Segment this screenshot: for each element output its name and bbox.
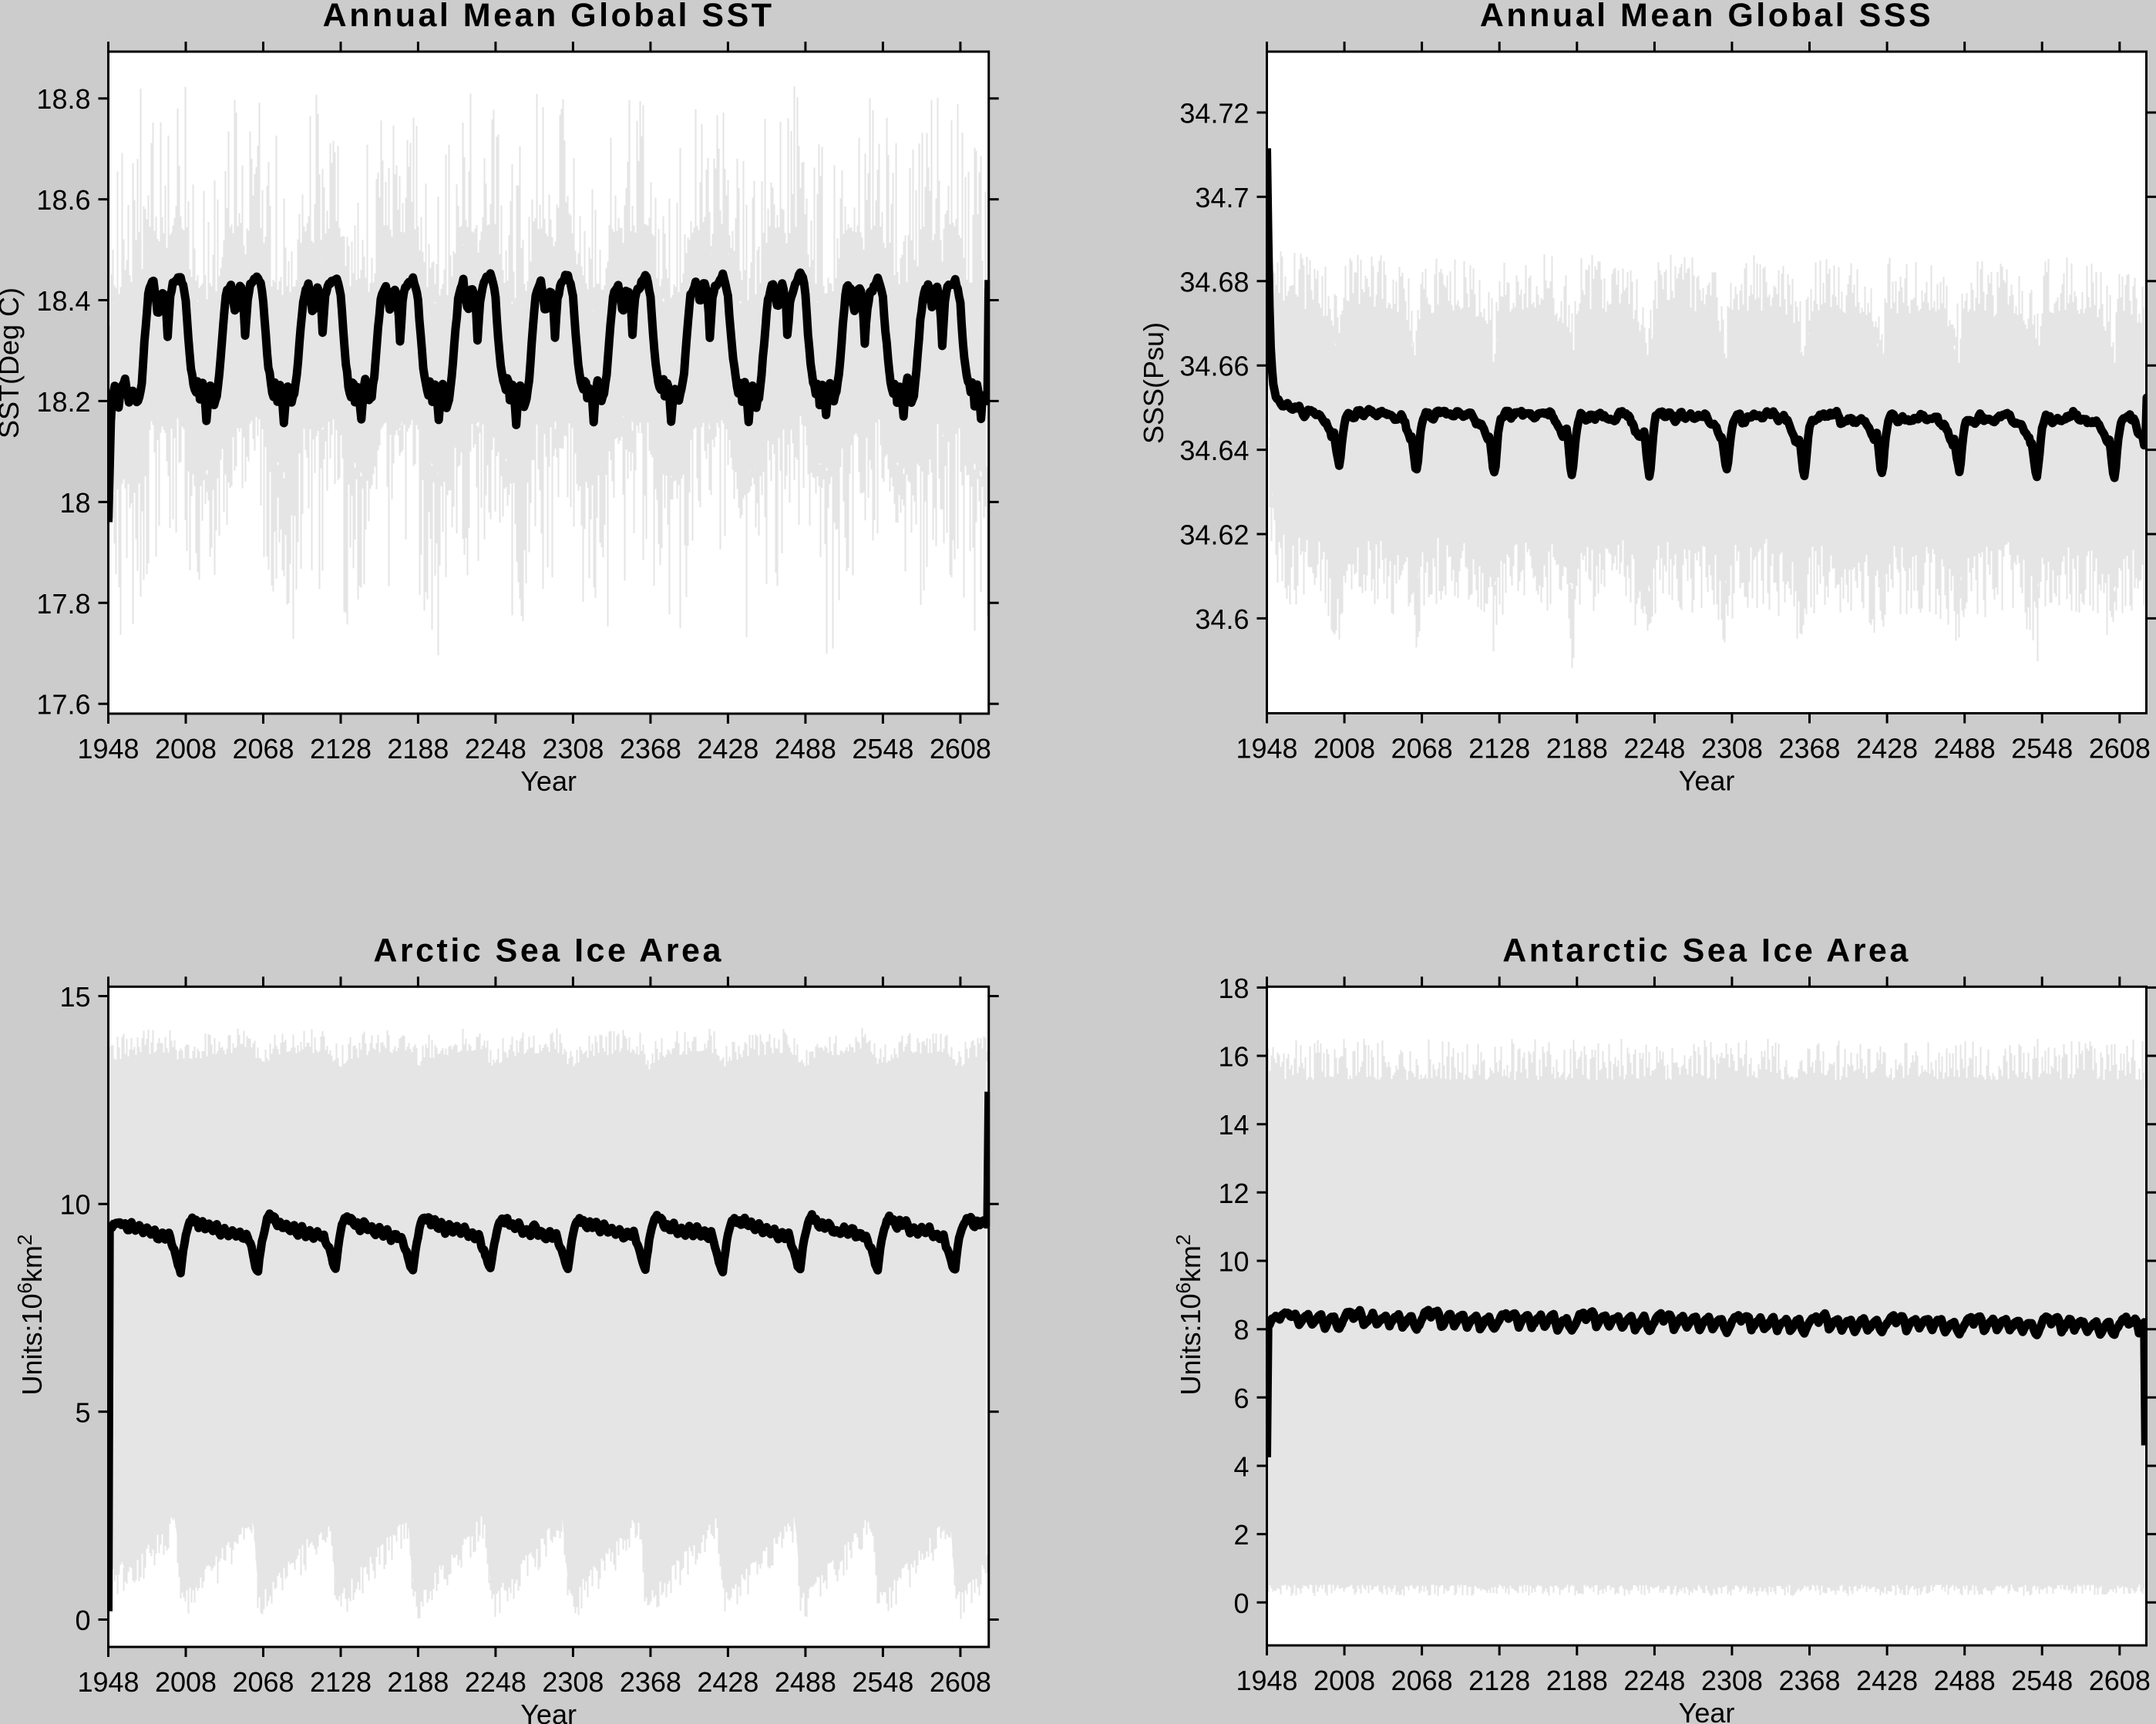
svg-text:8: 8 [1233,1314,1249,1346]
svg-text:2: 2 [1233,1519,1249,1551]
svg-text:2188: 2188 [1546,733,1608,765]
svg-text:1948: 1948 [1236,733,1297,765]
svg-text:Annual Mean Global SSS: Annual Mean Global SSS [1480,0,1933,34]
svg-text:Antarctic Sea Ice Area: Antarctic Sea Ice Area [1502,932,1911,969]
svg-text:2548: 2548 [2011,733,2073,765]
svg-text:2008: 2008 [1313,733,1375,765]
svg-text:4: 4 [1233,1451,1249,1483]
svg-text:17.6: 17.6 [36,689,90,721]
svg-text:0: 0 [1233,1588,1249,1619]
svg-text:16: 16 [1218,1041,1249,1073]
svg-text:2248: 2248 [1623,1665,1685,1696]
svg-text:1948: 1948 [77,733,139,765]
svg-text:18: 18 [1218,973,1249,1004]
svg-text:15: 15 [59,981,90,1013]
svg-text:2008: 2008 [155,733,217,765]
svg-text:18.6: 18.6 [36,184,90,216]
svg-text:2488: 2488 [1934,733,1996,765]
svg-text:2608: 2608 [2089,1665,2151,1696]
svg-text:2248: 2248 [1623,733,1685,765]
svg-text:10: 10 [1218,1246,1249,1278]
svg-text:2608: 2608 [930,733,991,765]
svg-text:18.4: 18.4 [36,285,90,317]
svg-text:5: 5 [75,1396,90,1428]
svg-text:2308: 2308 [1701,733,1763,765]
svg-text:0: 0 [75,1605,90,1636]
svg-text:2068: 2068 [1391,1665,1453,1696]
svg-text:Annual Mean Global SST: Annual Mean Global SST [323,0,775,34]
svg-text:34.72: 34.72 [1179,98,1249,129]
svg-text:Year: Year [1679,1697,1735,1724]
svg-text:6: 6 [1233,1383,1249,1414]
svg-text:2488: 2488 [775,733,836,765]
svg-text:34.62: 34.62 [1179,519,1249,551]
svg-text:Year: Year [520,765,577,797]
svg-text:2068: 2068 [232,1666,294,1698]
svg-text:2368: 2368 [620,1666,681,1698]
svg-text:2128: 2128 [310,1666,372,1698]
svg-text:1948: 1948 [1236,1665,1297,1696]
svg-text:34.6: 34.6 [1195,603,1249,635]
svg-text:2008: 2008 [155,1666,217,1698]
svg-text:2188: 2188 [387,1666,449,1698]
svg-text:Year: Year [520,1699,577,1724]
svg-text:Units:106km2: Units:106km2 [13,1234,48,1395]
svg-text:12: 12 [1218,1178,1249,1209]
svg-text:SST(Deg C): SST(Deg C) [0,287,25,439]
svg-text:SSS(Psu): SSS(Psu) [1138,322,1169,444]
svg-text:2548: 2548 [852,733,913,765]
svg-text:2308: 2308 [542,733,604,765]
svg-text:2368: 2368 [620,733,681,765]
svg-text:34.7: 34.7 [1195,182,1249,213]
svg-text:34.68: 34.68 [1179,266,1249,297]
svg-text:34.64: 34.64 [1179,435,1249,466]
svg-text:Arctic Sea Ice Area: Arctic Sea Ice Area [373,932,724,969]
svg-text:34.66: 34.66 [1179,351,1249,382]
svg-text:2428: 2428 [1856,733,1918,765]
svg-text:2248: 2248 [465,1666,526,1698]
svg-text:2128: 2128 [310,733,372,765]
svg-text:2368: 2368 [1778,1665,1840,1696]
svg-text:2188: 2188 [1546,1665,1608,1696]
svg-text:2128: 2128 [1468,1665,1530,1696]
svg-text:2128: 2128 [1468,733,1530,765]
svg-text:2608: 2608 [2089,733,2151,765]
svg-text:Year: Year [1679,765,1735,797]
svg-text:2608: 2608 [930,1666,991,1698]
svg-text:1948: 1948 [77,1666,139,1698]
svg-text:17.8: 17.8 [36,588,90,620]
svg-text:2548: 2548 [852,1666,913,1698]
svg-text:2488: 2488 [775,1666,836,1698]
svg-text:14: 14 [1218,1109,1249,1141]
svg-text:2428: 2428 [697,733,758,765]
svg-text:18.2: 18.2 [36,386,90,418]
svg-text:2548: 2548 [2011,1665,2073,1696]
svg-text:2188: 2188 [387,733,449,765]
svg-text:2308: 2308 [542,1666,604,1698]
svg-text:18: 18 [59,487,90,519]
svg-text:2008: 2008 [1313,1665,1375,1696]
svg-text:18.8: 18.8 [36,83,90,115]
svg-text:10: 10 [59,1189,90,1221]
svg-text:Units:106km2: Units:106km2 [1172,1234,1206,1395]
svg-text:2488: 2488 [1934,1665,1996,1696]
svg-text:2308: 2308 [1701,1665,1763,1696]
svg-text:2428: 2428 [1856,1665,1918,1696]
svg-text:2068: 2068 [1391,733,1453,765]
svg-text:2428: 2428 [697,1666,758,1698]
svg-text:2248: 2248 [465,733,526,765]
svg-text:2068: 2068 [232,733,294,765]
svg-text:2368: 2368 [1778,733,1840,765]
